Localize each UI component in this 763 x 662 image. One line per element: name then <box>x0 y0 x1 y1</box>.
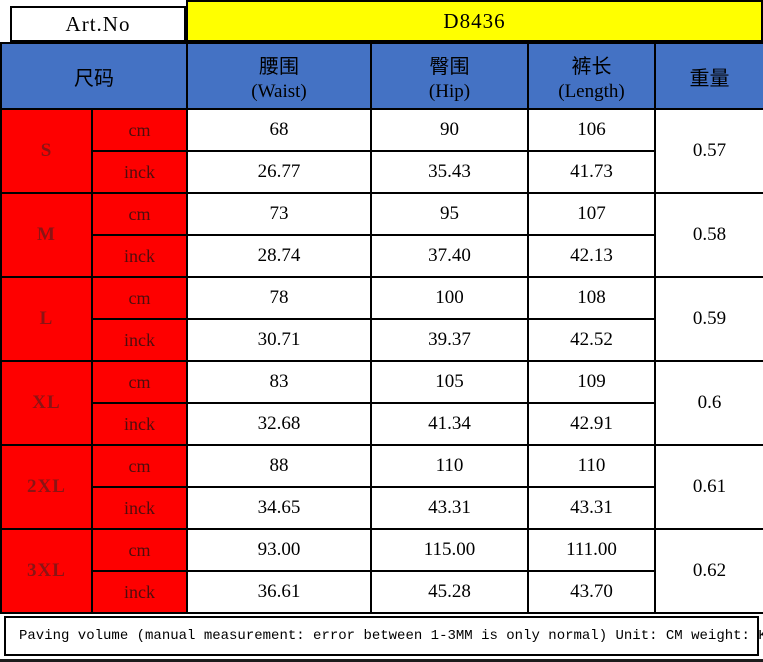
table-row: M cm 73 95 107 0.58 <box>0 192 763 278</box>
weight-value-cell: 0.61 <box>654 444 763 530</box>
unit-label-cell: inck <box>91 402 188 446</box>
hip-value-cell: 100 <box>370 276 529 320</box>
length-header-en: (Length) <box>558 80 625 102</box>
waist-value-cell: 26.77 <box>186 150 372 194</box>
waist-value-cell: 68 <box>186 108 372 152</box>
art-no-value-cell: D8436 <box>186 0 763 42</box>
hip-value-cell: 115.00 <box>370 528 529 572</box>
waist-value-cell: 93.00 <box>186 528 372 572</box>
hip-header-cn: 臀围 <box>429 55 470 78</box>
length-value-cell: 111.00 <box>527 528 656 572</box>
length-header-cn: 裤长 <box>571 55 612 78</box>
length-value-cell: 110 <box>527 444 656 488</box>
footer-note: Paving volume (manual measurement: error… <box>4 616 763 656</box>
size-label-cell: L <box>0 276 93 362</box>
table-row: inck 34.65 43.31 43.31 <box>1 486 763 530</box>
unit-label-cell: inck <box>91 150 188 194</box>
length-value-cell: 42.13 <box>527 234 656 278</box>
waist-value-cell: 34.65 <box>186 486 372 530</box>
size-label-cell: XL <box>0 360 93 446</box>
hip-value-cell: 35.43 <box>370 150 529 194</box>
unit-label-cell: cm <box>91 108 188 152</box>
weight-value-cell: 0.58 <box>654 192 763 278</box>
hip-value-cell: 45.28 <box>370 570 529 614</box>
hip-value-cell: 39.37 <box>370 318 529 362</box>
length-value-cell: 106 <box>527 108 656 152</box>
art-no-row: Art.No D8436 <box>0 0 763 42</box>
hip-value-cell: 90 <box>370 108 529 152</box>
length-value-cell: 43.31 <box>527 486 656 530</box>
length-value-cell: 43.70 <box>527 570 656 614</box>
length-value-cell: 107 <box>527 192 656 236</box>
waist-column-header: 腰围 (Waist) <box>186 42 372 110</box>
weight-value-cell: 0.59 <box>654 276 763 362</box>
waist-value-cell: 36.61 <box>186 570 372 614</box>
length-value-cell: 42.91 <box>527 402 656 446</box>
hip-column-header: 臀围 (Hip) <box>370 42 529 110</box>
waist-header-en: (Waist) <box>251 80 307 102</box>
weight-value-cell: 0.6 <box>654 360 763 446</box>
waist-value-cell: 30.71 <box>186 318 372 362</box>
hip-value-cell: 41.34 <box>370 402 529 446</box>
size-column-header: 尺码 <box>0 42 188 110</box>
hip-value-cell: 110 <box>370 444 529 488</box>
unit-label-cell: cm <box>91 360 188 404</box>
unit-label-cell: inck <box>91 234 188 278</box>
hip-value-cell: 37.40 <box>370 234 529 278</box>
weight-column-header: 重量 <box>654 42 763 110</box>
table-row: inck 36.61 45.28 43.70 <box>1 570 763 614</box>
table-row: inck 28.74 37.40 42.13 <box>1 234 763 278</box>
waist-value-cell: 78 <box>186 276 372 320</box>
length-value-cell: 108 <box>527 276 656 320</box>
size-label-cell: 3XL <box>0 528 93 614</box>
column-header-row: 尺码 腰围 (Waist) 臀围 (Hip) 裤长 (Length) 重量 <box>0 42 763 110</box>
size-chart-table: 尺码 腰围 (Waist) 臀围 (Hip) 裤长 (Length) 重量 S <box>0 42 763 614</box>
unit-label-cell: cm <box>91 276 188 320</box>
size-label-cell: 2XL <box>0 444 93 530</box>
table-row: 3XL cm 93.00 115.00 111.00 0.62 <box>0 528 763 614</box>
unit-label-cell: cm <box>91 528 188 572</box>
hip-value-cell: 43.31 <box>370 486 529 530</box>
weight-value-cell: 0.62 <box>654 528 763 614</box>
hip-header-en: (Hip) <box>428 80 471 102</box>
table-row: inck 26.77 35.43 41.73 <box>1 150 763 194</box>
table-row: 2XL cm 88 110 110 0.61 <box>0 444 763 530</box>
hip-value-cell: 95 <box>370 192 529 236</box>
size-label-cell: S <box>0 108 93 194</box>
unit-label-cell: cm <box>91 192 188 236</box>
unit-label-cell: cm <box>91 444 188 488</box>
waist-header-cn: 腰围 <box>259 55 299 78</box>
waist-value-cell: 32.68 <box>186 402 372 446</box>
table-row: L cm 78 100 108 0.59 <box>0 276 763 362</box>
table-row: XL cm 83 105 109 0.6 <box>0 360 763 446</box>
unit-label-cell: inck <box>91 570 188 614</box>
waist-value-cell: 88 <box>186 444 372 488</box>
weight-value-cell: 0.57 <box>654 108 763 194</box>
waist-value-cell: 28.74 <box>186 234 372 278</box>
length-value-cell: 42.52 <box>527 318 656 362</box>
unit-label-cell: inck <box>91 486 188 530</box>
size-label-cell: M <box>0 192 93 278</box>
length-value-cell: 109 <box>527 360 656 404</box>
table-row: S cm 68 90 106 0.57 <box>0 108 763 194</box>
unit-label-cell: inck <box>91 318 188 362</box>
hip-value-cell: 105 <box>370 360 529 404</box>
table-row: inck 32.68 41.34 42.91 <box>1 402 763 446</box>
waist-value-cell: 73 <box>186 192 372 236</box>
length-column-header: 裤长 (Length) <box>527 42 656 110</box>
waist-value-cell: 83 <box>186 360 372 404</box>
art-no-label-cell: Art.No <box>10 6 186 42</box>
length-value-cell: 41.73 <box>527 150 656 194</box>
table-row: inck 30.71 39.37 42.52 <box>1 318 763 362</box>
